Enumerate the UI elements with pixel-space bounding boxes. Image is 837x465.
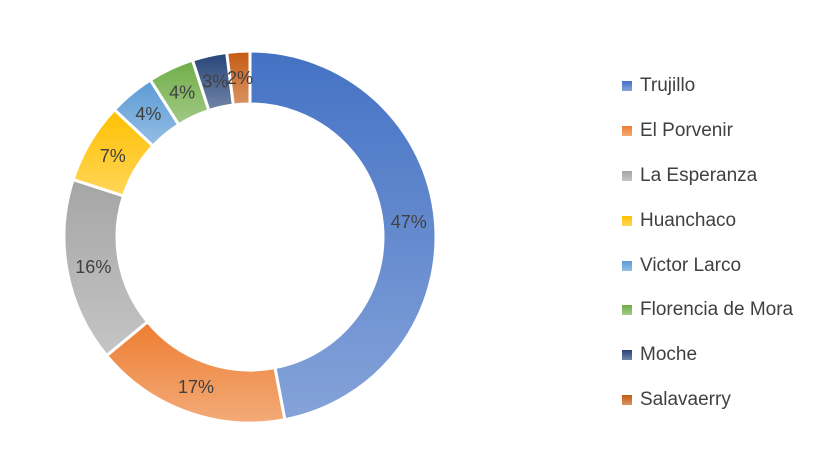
legend-swatch [622,350,632,361]
legend-label: Victor Larco [640,254,742,276]
legend-swatch [622,215,632,226]
data-label: 4% [135,104,161,124]
legend-item: Florencia de Mora [622,288,793,333]
legend-label: Moche [640,344,698,366]
legend-item: Moche [622,333,793,378]
legend-label: Salavaerry [640,388,731,410]
data-labels: 47% 17% 16% 7% 4% 4% 3%2% [75,68,426,397]
donut-plot: 47% 17% 16% 7% 4% 4% 3%2% [62,49,438,425]
legend-label: El Porvenir [640,120,733,142]
data-label: 47% [391,212,427,232]
data-label: 16% [75,257,111,277]
legend-swatch [622,170,632,181]
donut-slices [62,49,438,425]
legend-swatch [622,305,632,316]
legend: Trujillo El Porvenir La Esperanza Huanchaco… [622,64,793,422]
legend-item: La Esperanza [622,154,793,199]
legend-swatch [622,260,632,271]
legend-item: Huanchaco [622,198,793,243]
data-label: 7% [100,146,126,166]
data-label: 3% [202,71,228,91]
legend-swatch [622,126,632,137]
legend-item: Trujillo [622,64,793,109]
data-label: 2% [227,68,253,88]
legend-label: Trujillo [640,75,696,97]
slice-trujillo [248,49,438,422]
legend-label: Florencia de Mora [640,299,794,321]
legend-label: La Esperanza [640,164,758,186]
legend-swatch [622,81,632,92]
legend-item: El Porvenir [622,109,793,154]
legend-label: Huanchaco [640,209,737,231]
data-label: 17% [178,377,214,397]
slice-salavaerry [225,49,252,107]
data-label: 4% [169,83,195,103]
legend-item: Salavaerry [622,378,793,423]
slice-el-porvenir [104,319,287,425]
legend-item: Victor Larco [622,243,793,288]
legend-swatch [622,394,632,405]
